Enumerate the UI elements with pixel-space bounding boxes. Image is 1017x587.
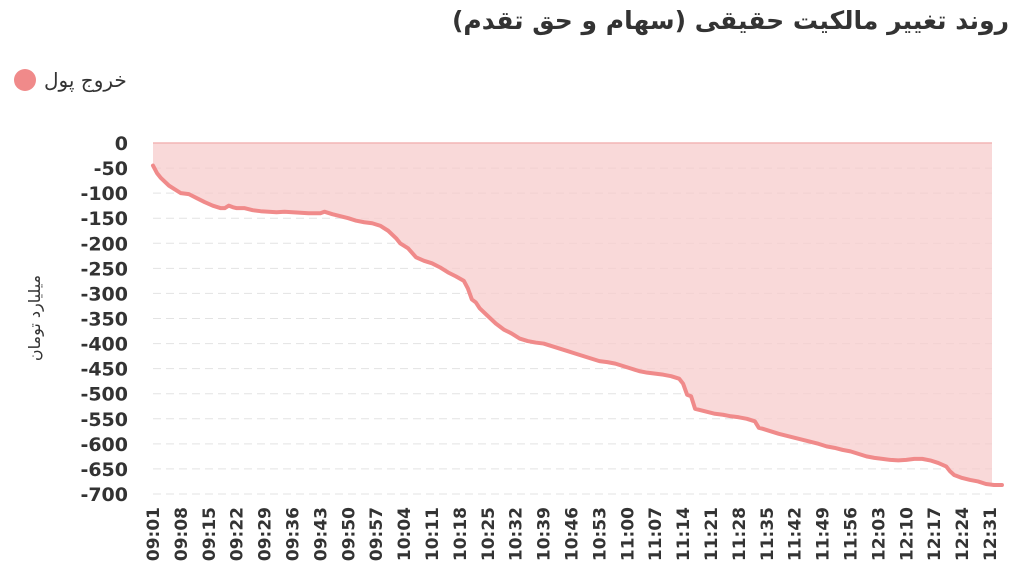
x-tick-label: 10:11 bbox=[423, 507, 443, 561]
x-tick-label: 10:53 bbox=[590, 507, 610, 561]
x-tick-label: 11:14 bbox=[674, 507, 694, 561]
y-tick-label: -450 bbox=[80, 359, 128, 381]
x-tick-label: 10:32 bbox=[507, 507, 527, 561]
series-area bbox=[151, 142, 1004, 487]
chart-title: روند تغییر مالکیت حقیقی (سهام و حق تقدم) bbox=[452, 6, 1009, 35]
y-axis-label: میلیارد تومان bbox=[25, 275, 45, 361]
x-tick-label: 12:17 bbox=[925, 507, 945, 561]
x-tick-label: 11:21 bbox=[702, 507, 722, 561]
x-tick-label: 10:04 bbox=[395, 507, 415, 561]
x-tick-label: 09:08 bbox=[172, 507, 192, 561]
x-tick-label: 11:28 bbox=[730, 507, 750, 561]
y-tick-label: -500 bbox=[80, 384, 128, 406]
x-tick-label: 09:29 bbox=[256, 507, 276, 561]
x-tick-label: 09:57 bbox=[367, 507, 387, 561]
y-tick-label: -100 bbox=[80, 183, 128, 205]
y-tick-label: -150 bbox=[80, 208, 128, 230]
y-tick-label: -600 bbox=[80, 434, 128, 456]
x-tick-label: 12:31 bbox=[981, 507, 1001, 561]
y-tick-label: -550 bbox=[80, 409, 128, 431]
x-tick-label: 11:56 bbox=[842, 507, 862, 561]
x-tick-label: 11:07 bbox=[646, 507, 666, 561]
x-tick-label: 11:42 bbox=[786, 507, 806, 561]
x-tick-label: 11:49 bbox=[814, 507, 834, 561]
legend-swatch-icon bbox=[14, 69, 36, 91]
y-tick-label: -200 bbox=[80, 233, 128, 255]
x-tick-label: 10:18 bbox=[451, 507, 471, 561]
y-tick-label: -400 bbox=[80, 334, 128, 356]
x-tick-label: 10:39 bbox=[535, 507, 555, 561]
x-axis: 09:01 09:08 09:15 09:22 09:29 09:36 09:43 09:50… bbox=[144, 507, 1001, 561]
legend-label: خروج پول bbox=[44, 68, 127, 92]
legend[interactable]: خروج پول bbox=[14, 68, 127, 92]
y-tick-label: -250 bbox=[80, 258, 128, 280]
x-tick-label: 09:36 bbox=[284, 507, 304, 561]
x-tick-label: 09:50 bbox=[339, 507, 359, 561]
series-fill bbox=[153, 143, 1002, 485]
y-tick-label: 0 bbox=[115, 133, 128, 155]
x-tick-label: 12:03 bbox=[869, 507, 889, 561]
series-line[interactable] bbox=[151, 163, 1004, 487]
x-tick-label: 11:00 bbox=[618, 507, 638, 561]
y-tick-label: -700 bbox=[80, 484, 128, 506]
x-tick-label: 12:10 bbox=[897, 507, 917, 561]
x-tick-label: 09:22 bbox=[228, 507, 248, 561]
x-tick-label: 09:01 bbox=[144, 507, 164, 561]
x-tick-label: 11:35 bbox=[758, 507, 778, 561]
y-tick-label: -50 bbox=[94, 158, 128, 180]
y-tick-label: -300 bbox=[80, 283, 128, 305]
x-tick-label: 12:24 bbox=[953, 507, 973, 561]
x-tick-label: 09:43 bbox=[311, 507, 331, 561]
y-tick-label: -650 bbox=[80, 459, 128, 481]
y-axis: 0 -50 -100 -150 -200 -250 -300 -350 -400 -450 -500… bbox=[80, 133, 128, 506]
x-tick-label: 09:15 bbox=[200, 507, 220, 561]
y-tick-label: -350 bbox=[80, 309, 128, 331]
x-tick-label: 10:46 bbox=[563, 507, 583, 561]
x-tick-label: 10:25 bbox=[479, 507, 499, 561]
